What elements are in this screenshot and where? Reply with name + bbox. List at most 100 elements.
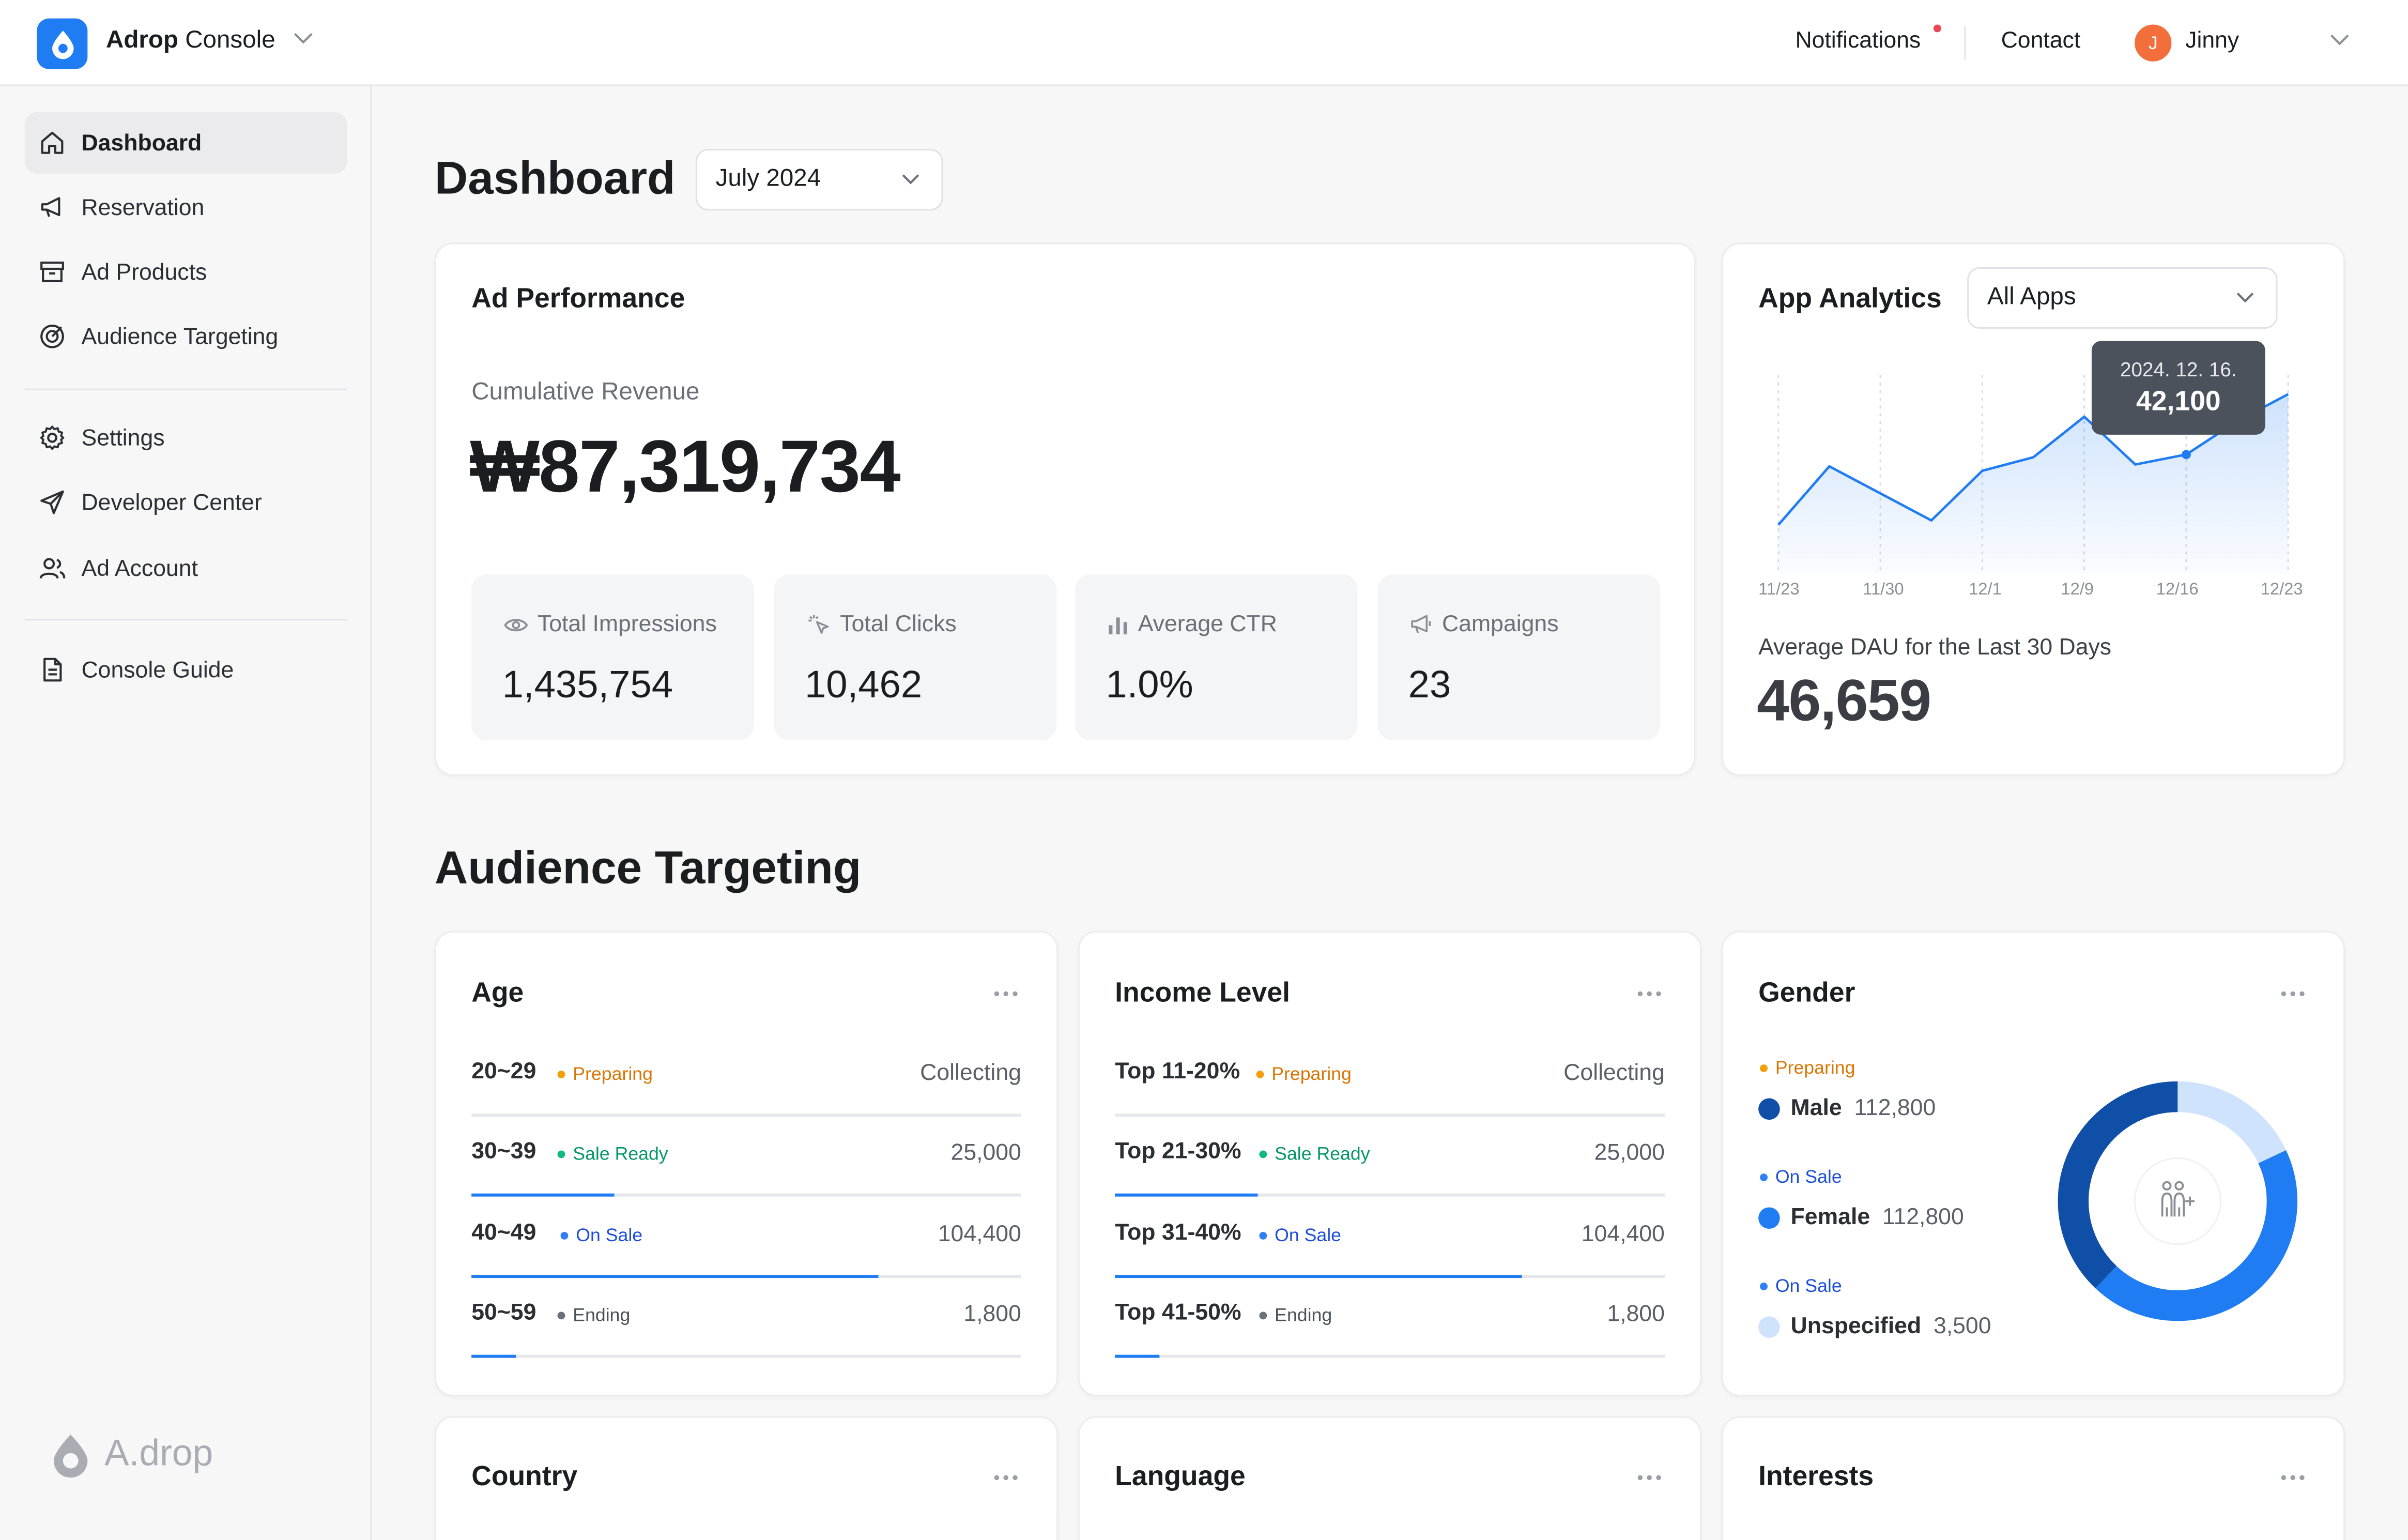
list-item[interactable]: 50~59 Ending 1,800: [471, 1281, 1021, 1358]
period-select[interactable]: July 2024: [695, 149, 943, 211]
x-tick-label: 12/1: [1969, 581, 2002, 599]
status-badge: Ending: [557, 1304, 630, 1325]
status-badge: On Sale: [1760, 1166, 1842, 1187]
status-badge: Ending: [1259, 1304, 1332, 1326]
sidebar-item-label: Dashboard: [81, 130, 202, 156]
more-icon[interactable]: [2280, 990, 2305, 997]
stat-label: Total Clicks: [806, 612, 957, 637]
bar-chart-icon: [1109, 616, 1127, 634]
sidebar-item-settings[interactable]: Settings: [25, 407, 347, 468]
console-brand[interactable]: Adrop Console: [106, 27, 275, 55]
status-text: Preparing: [573, 1063, 653, 1085]
progress-track: [471, 1193, 1021, 1197]
donut-center: [2134, 1157, 2221, 1245]
sidebar-divider: [24, 619, 347, 621]
status-text: On Sale: [576, 1224, 643, 1246]
list-item[interactable]: Top 21-30% Sale Ready 25,000: [1115, 1120, 1665, 1197]
list-item[interactable]: Top 41-50% Ending 1,800: [1115, 1281, 1665, 1358]
legend-value: 112,800: [1854, 1095, 1936, 1122]
row-value: Collecting: [920, 1060, 1021, 1086]
sidebar-item-audience-targeting[interactable]: Audience Targeting: [25, 306, 347, 367]
progress-fill: [1115, 1193, 1258, 1197]
progress-fill: [471, 1275, 879, 1278]
sidebar-item-ad-account[interactable]: Ad Account: [25, 538, 347, 599]
sidebar-item-ad-products[interactable]: Ad Products: [25, 241, 347, 302]
ad-performance-card: Ad Performance Cumulative Revenue ₩87,31…: [434, 242, 1696, 776]
row-value: 25,000: [1594, 1139, 1665, 1166]
row-value: 25,000: [950, 1139, 1021, 1166]
list-item[interactable]: 40~49 On Sale 104,400: [471, 1201, 1021, 1278]
x-axis-ticks: 11/23 11/30 12/1 12/9 12/16 12/23: [1758, 581, 2303, 602]
dau-label: Average DAU for the Last 30 Days: [1758, 634, 2112, 661]
megaphone-icon: [1411, 615, 1431, 633]
row-label: Top 21-30%: [1115, 1138, 1241, 1165]
card-title: App Analytics: [1758, 282, 1942, 314]
legend-item-male[interactable]: Male 112,800: [1758, 1095, 1936, 1122]
app-analytics-card: App Analytics All Apps 2024. 12. 16.: [1721, 242, 2346, 776]
sidebar-item-developer-center[interactable]: Developer Center: [25, 471, 347, 533]
dau-line-chart[interactable]: [1723, 244, 2346, 613]
stat-label-text: Average CTR: [1138, 611, 1277, 638]
sidebar-item-label: Ad Products: [81, 258, 207, 285]
list-item[interactable]: Top 11-20% Preparing Collecting: [1115, 1040, 1665, 1117]
stat-value: 1.0%: [1106, 663, 1193, 707]
users-icon: [39, 558, 66, 579]
progress-track: [471, 1114, 1021, 1117]
adrop-logo-icon[interactable]: [37, 18, 88, 69]
sidebar-item-dashboard[interactable]: Dashboard: [24, 112, 347, 174]
list-item[interactable]: 30~39 Sale Ready 25,000: [471, 1120, 1021, 1197]
more-icon[interactable]: [993, 990, 1018, 997]
status-text: On Sale: [1775, 1275, 1842, 1297]
dau-area: [1778, 394, 2289, 575]
progress-fill: [471, 1354, 516, 1358]
document-icon: [43, 658, 62, 682]
archive-box-icon: [40, 262, 64, 282]
stat-value: 10,462: [804, 663, 923, 707]
legend-item-female[interactable]: Female 112,800: [1758, 1204, 1964, 1230]
stat-campaigns: Campaigns 23: [1377, 574, 1660, 741]
status-text: Sale Ready: [573, 1142, 668, 1165]
row-value: 1,800: [1607, 1301, 1665, 1328]
status-badge: On Sale: [560, 1224, 643, 1246]
list-item[interactable]: 20~29 Preparing Collecting: [471, 1040, 1021, 1117]
status-text: Ending: [1275, 1304, 1332, 1326]
notifications-link[interactable]: Notifications: [1795, 27, 1921, 54]
row-label: 50~59: [471, 1299, 536, 1326]
contact-link[interactable]: Contact: [2001, 27, 2081, 54]
progress-track: [471, 1354, 1021, 1358]
sidebar-item-label: Ad Account: [81, 555, 198, 582]
donut-segment-male[interactable]: [2058, 1081, 2298, 1321]
highlight-point[interactable]: [2182, 450, 2191, 460]
chevron-down-icon[interactable]: [294, 32, 314, 44]
app-filter-select[interactable]: All Apps: [1967, 267, 2278, 329]
legend-label: Female: [1790, 1204, 1870, 1231]
language-card: Language: [1078, 1416, 1702, 1540]
target-icon: [40, 324, 64, 348]
stat-label-text: Campaigns: [1442, 611, 1559, 638]
legend-item-unspecified[interactable]: Unspecified 3,500: [1758, 1313, 1991, 1339]
row-value: 104,400: [1581, 1221, 1665, 1247]
sidebar-item-console-guide[interactable]: Console Guide: [25, 639, 347, 700]
notification-dot: [1933, 24, 1941, 33]
more-icon[interactable]: [1637, 1474, 1662, 1481]
stat-label: Campaigns: [1410, 611, 1559, 638]
more-icon[interactable]: [1637, 990, 1662, 997]
sidebar-item-label: Console Guide: [81, 657, 234, 683]
revenue-label: Cumulative Revenue: [471, 379, 700, 406]
stat-label-text: Total Impressions: [537, 611, 717, 638]
sidebar-item-reservation[interactable]: Reservation: [25, 177, 347, 238]
gender-donut-chart[interactable]: [2055, 1078, 2300, 1324]
donut-segment-female[interactable]: [2058, 1081, 2298, 1321]
status-badge: Sale Ready: [1259, 1143, 1370, 1164]
user-name[interactable]: Jinny: [2185, 27, 2240, 54]
app-filter-value: All Apps: [1987, 284, 2076, 311]
card-title: Interests: [1758, 1460, 1874, 1492]
status-badge: On Sale: [1259, 1224, 1341, 1246]
more-icon[interactable]: [2280, 1474, 2305, 1481]
chevron-down-icon[interactable]: [2329, 34, 2350, 46]
list-item[interactable]: Top 31-40% On Sale 104,400: [1115, 1201, 1665, 1278]
more-icon[interactable]: [993, 1474, 1018, 1481]
chart-tooltip: 2024. 12. 16. 42,100: [2091, 341, 2265, 435]
avatar[interactable]: J: [2135, 24, 2172, 62]
status-text: On Sale: [1275, 1224, 1342, 1246]
